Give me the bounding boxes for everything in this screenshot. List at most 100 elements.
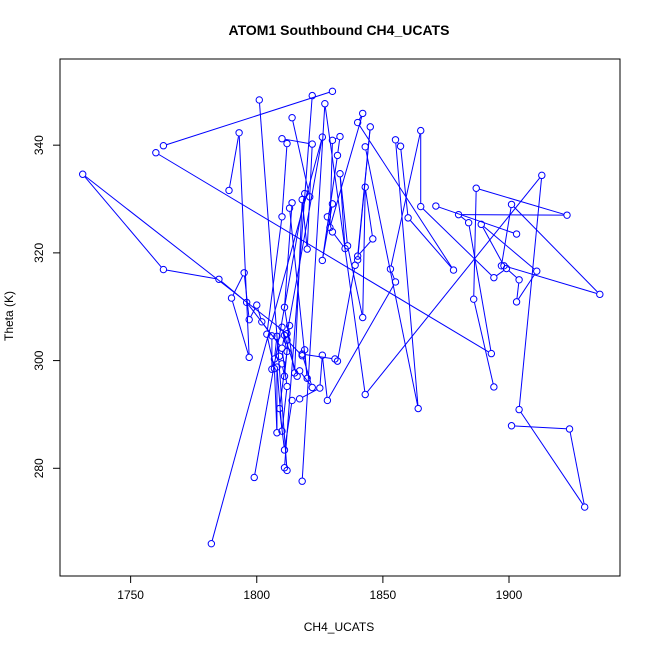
- data-point: [316, 384, 324, 392]
- data-point: [298, 477, 306, 485]
- series-segment: [319, 358, 323, 385]
- series-segment: [328, 284, 395, 398]
- series-segment: [513, 206, 598, 293]
- data-point: [497, 262, 506, 270]
- data-point: [318, 133, 327, 141]
- series-segment: [501, 207, 512, 263]
- series-segment: [282, 330, 287, 349]
- data-point: [245, 353, 253, 362]
- series-segment: [359, 125, 453, 268]
- data-point: [273, 332, 281, 341]
- data-point: [515, 405, 523, 414]
- series-segment: [347, 249, 363, 315]
- series-segment: [410, 220, 452, 268]
- data-point: [369, 235, 377, 243]
- data-point: [152, 149, 160, 157]
- x-tick-label: 1800: [243, 588, 270, 602]
- series-segment: [284, 310, 295, 370]
- series-segment: [302, 202, 308, 246]
- data-point: [306, 193, 314, 201]
- series-segment: [322, 158, 338, 258]
- data-point: [250, 473, 258, 482]
- series-segment: [334, 234, 344, 247]
- data-point: [563, 211, 571, 219]
- data-point: [538, 171, 546, 180]
- data-point: [283, 347, 291, 356]
- data-point: [336, 132, 344, 141]
- series-segment: [238, 136, 250, 354]
- data-point: [477, 220, 485, 229]
- data-point: [391, 278, 400, 286]
- y-tick-label: 340: [32, 135, 46, 155]
- data-point: [235, 129, 243, 137]
- series-segment: [391, 272, 395, 279]
- plot-frame: [59, 58, 621, 577]
- data-point: [328, 200, 337, 208]
- data-point: [512, 230, 521, 238]
- data-point: [275, 352, 284, 360]
- series-segment: [569, 432, 585, 504]
- data-point: [278, 360, 286, 368]
- series-segment: [328, 206, 332, 214]
- data-point: [361, 143, 369, 151]
- series-segment: [285, 138, 309, 144]
- series-segment: [267, 337, 275, 366]
- series-segment: [518, 178, 542, 407]
- data-point: [449, 266, 458, 274]
- series-segment: [339, 177, 346, 246]
- series-segment: [281, 147, 288, 214]
- series-segment: [274, 372, 278, 430]
- series-segment: [365, 190, 373, 236]
- series-segment: [395, 143, 419, 406]
- x-axis-label: CH4_UCATS: [304, 620, 374, 634]
- data-point: [290, 369, 299, 377]
- data-point: [417, 202, 425, 211]
- series-segment: [518, 273, 536, 300]
- data-point: [79, 170, 87, 178]
- data-point: [278, 213, 286, 221]
- series-segment: [507, 266, 597, 294]
- data-point: [288, 396, 296, 405]
- y-tick-label: 280: [32, 458, 46, 478]
- data-point: [273, 429, 281, 437]
- data-point: [353, 118, 362, 127]
- series-segment: [289, 342, 301, 354]
- series-segment: [254, 196, 305, 475]
- data-point: [227, 294, 236, 302]
- data-point: [288, 199, 296, 207]
- series-segment: [306, 147, 313, 246]
- data-point: [275, 404, 284, 413]
- data-point: [512, 298, 521, 306]
- data-point: [258, 318, 266, 326]
- series-segment: [330, 116, 363, 225]
- data-point: [280, 303, 289, 311]
- data-point: [469, 295, 478, 303]
- data-point: [464, 219, 473, 227]
- series-segment: [166, 269, 216, 280]
- data-point: [323, 213, 332, 221]
- data-point: [386, 265, 395, 273]
- series-segment: [390, 133, 421, 266]
- data-point: [278, 323, 286, 331]
- series-segment: [357, 130, 371, 257]
- data-point: [487, 349, 496, 358]
- data-point: [278, 344, 286, 352]
- data-point: [159, 142, 168, 150]
- x-tick-label: 1850: [370, 588, 397, 602]
- data-point: [507, 422, 516, 430]
- data-point: [490, 383, 498, 391]
- series-segment: [282, 367, 285, 373]
- series-segment: [301, 107, 326, 478]
- data-point: [391, 136, 400, 144]
- data-point: [295, 395, 304, 403]
- data-point: [404, 214, 412, 222]
- y-axis-label: Theta (K): [2, 291, 16, 341]
- data-point: [308, 140, 316, 148]
- series-segment: [305, 354, 332, 359]
- series-segment: [337, 139, 341, 152]
- y-tick-label: 300: [32, 350, 46, 370]
- data-point: [245, 315, 253, 324]
- data-point: [159, 265, 168, 274]
- data-point: [300, 189, 309, 198]
